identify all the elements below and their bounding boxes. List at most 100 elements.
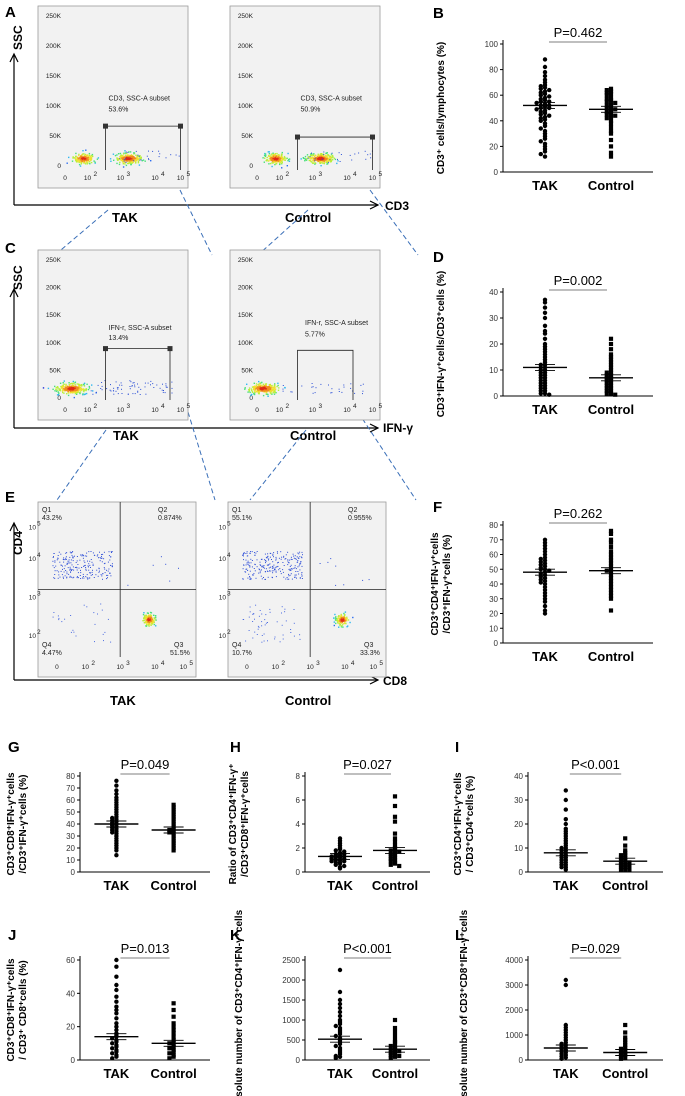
flow-e-control-event xyxy=(295,571,297,572)
flow-c-control-ytick: 250K xyxy=(238,257,254,264)
flow-e-control-event xyxy=(258,615,260,617)
chart-j-point-control xyxy=(167,1056,172,1061)
chart-l-pvalue: P=0.029 xyxy=(571,941,620,956)
flow-e-tak-event xyxy=(165,563,167,565)
chart-d-point-control xyxy=(608,341,614,347)
chart-f-point-control xyxy=(608,587,614,592)
flow-a-control-event xyxy=(300,158,302,160)
flow-c-tak-event xyxy=(81,384,83,387)
flow-a-tak-event xyxy=(123,158,125,160)
flow-e-control-event xyxy=(297,552,299,554)
chart-k-ytick-label: 1500 xyxy=(282,996,300,1005)
chart-k-xlabel-control: Control xyxy=(372,1066,418,1081)
flow-c-tak-event xyxy=(117,387,119,389)
flow-c-control-event xyxy=(271,384,273,387)
flow-c-tak-event xyxy=(159,387,161,389)
flow-a-control-ytick: 250K xyxy=(238,13,254,20)
chart-l-point-control xyxy=(623,1045,628,1050)
flow-c-control-event xyxy=(278,387,280,389)
flow-c-control-event xyxy=(256,386,258,388)
flow-e-control-event xyxy=(301,557,303,559)
flow-c-control-event xyxy=(257,392,260,395)
chart-i-point-tak xyxy=(559,865,564,870)
flow-a-control-event xyxy=(274,158,276,160)
flow-a-tak-event xyxy=(119,152,122,155)
flow-c-tak-gate-pct: 13.4% xyxy=(109,335,129,342)
flow-c-tak-event xyxy=(144,382,146,384)
axes-c: SSC IFN-γ TAK Control xyxy=(9,265,413,443)
flow-a-tak-event xyxy=(119,158,121,160)
flow-e-tak-event xyxy=(99,570,100,572)
chart-g-point-control xyxy=(171,821,176,827)
flow-e-control-event xyxy=(269,556,271,558)
flow-e-control-event xyxy=(341,620,343,622)
flow-e-tak-event xyxy=(85,567,87,568)
flow-c-tak-event xyxy=(113,393,115,395)
flow-c-tak-ytick: 0 xyxy=(57,395,61,402)
flow-c-tak-event xyxy=(134,393,136,395)
flow-e-control-event xyxy=(343,584,345,586)
flow-a-tak-event xyxy=(88,154,91,157)
flow-c-tak-event xyxy=(52,388,54,390)
flow-a-control-event xyxy=(262,157,264,159)
flow-c-control-event xyxy=(271,386,274,389)
flow-e-tak-event xyxy=(109,572,110,574)
flow-a-control-event xyxy=(325,161,327,164)
chart-i-ylabel: CD3⁺CD4⁺IFN-γ⁺cells xyxy=(453,772,464,876)
flow-c-tak-gate-handle xyxy=(167,346,173,352)
flow-e-tak-event xyxy=(91,561,93,563)
chart-i-point-control xyxy=(623,850,628,855)
flow-a-control-event xyxy=(327,161,329,163)
flow-a-control-event xyxy=(280,155,283,158)
flow-e-tak-event xyxy=(89,560,91,562)
flow-c-tak-event xyxy=(121,388,122,390)
flow-e-tak-event xyxy=(146,612,149,614)
flow-a-tak-event xyxy=(83,162,85,164)
chart-f-pvalue: P=0.262 xyxy=(554,506,603,521)
flow-c-tak-event xyxy=(129,386,131,387)
flow-e-control-event xyxy=(289,569,291,571)
chart-h-xlabel-control: Control xyxy=(372,878,418,893)
flow-e-control-event xyxy=(290,556,292,558)
chart-f-point-control xyxy=(608,608,614,613)
flow-c-control-event xyxy=(257,388,259,390)
chart-d-point-tak xyxy=(542,305,548,310)
chart-k-ytick-label: 1000 xyxy=(282,1016,300,1025)
flow-e-tak-event xyxy=(99,560,101,562)
flow-e-tak-xtick: 0 xyxy=(55,664,59,671)
chart-b-point-tak xyxy=(538,151,543,157)
flow-e-tak-event xyxy=(85,569,87,571)
chart-g-point-control xyxy=(171,802,176,807)
flow-a-control-event xyxy=(320,161,322,163)
flow-c-tak-event xyxy=(70,383,72,385)
flow-c-control-event xyxy=(262,386,265,389)
panel-label-d: D xyxy=(433,249,444,266)
flow-c-tak-event xyxy=(83,389,86,391)
flow-a-tak-event xyxy=(127,151,129,153)
flow-e-tak-event xyxy=(75,635,77,637)
flow-e-tak-event xyxy=(63,557,65,559)
chart-i-ytick-label: 10 xyxy=(514,844,523,853)
flow-a-control-event xyxy=(287,152,289,155)
flow-e-control-event xyxy=(270,553,272,554)
flow-a-control-event xyxy=(278,158,280,160)
flow-e-tak-event xyxy=(90,559,92,560)
flow-e-control-event xyxy=(337,620,340,622)
flow-c-tak-event xyxy=(78,386,81,388)
flow-e-tak-event xyxy=(58,619,60,621)
flow-c-tak-event xyxy=(71,387,74,389)
flow-e-control-event xyxy=(336,619,338,622)
chart-b-point-tak xyxy=(542,123,548,129)
flow-c-tak-event xyxy=(110,390,112,392)
flow-a-control-xtick: 10 xyxy=(309,175,317,182)
chart-f-point-control xyxy=(608,576,614,581)
flow-e-control-event xyxy=(282,562,284,563)
flow-c-tak-event xyxy=(74,387,76,389)
flow-e-control-event xyxy=(275,570,277,572)
flow-c-tak-event xyxy=(78,385,80,388)
flow-a-tak-event xyxy=(83,160,85,162)
flow-e-tak-event xyxy=(147,624,150,626)
flow-c-tak-event xyxy=(76,393,78,395)
flow-a-tak-event xyxy=(94,161,96,163)
flow-c-control-event xyxy=(266,390,268,392)
